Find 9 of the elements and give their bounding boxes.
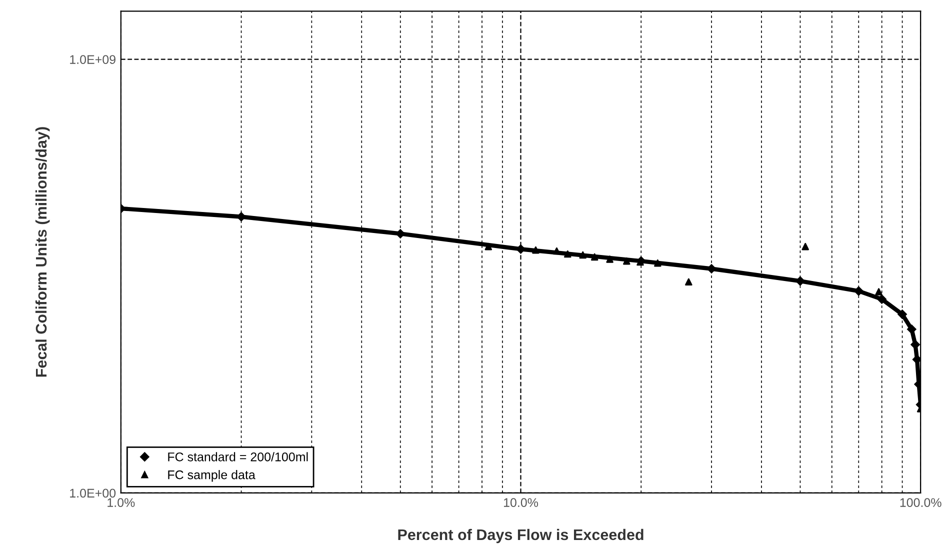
x-tick-label: 10.0%: [504, 498, 538, 507]
x-tick-label: 100.0%: [900, 498, 942, 507]
legend-label: FC sample data: [168, 470, 256, 482]
y-axis-title: Fecal Coliform Units (millions/day): [35, 127, 50, 377]
y-tick-label: 1.0E+00: [70, 488, 116, 498]
legend-label: FC standard = 200/100ml: [168, 452, 308, 462]
x-axis-title: Percent of Days Flow is Exceeded: [398, 528, 644, 544]
y-tick-label: 1.0E+09: [70, 55, 116, 64]
x-tick-label: 1.0%: [108, 498, 135, 507]
